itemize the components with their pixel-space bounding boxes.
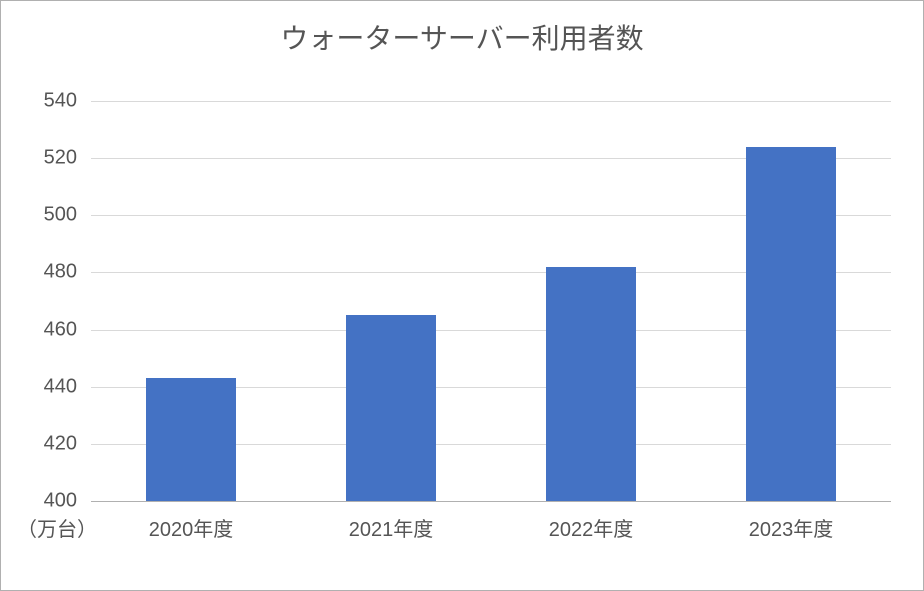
x-tick-label: 2022年度	[549, 513, 634, 542]
y-tick-label: 500	[17, 204, 77, 227]
x-tick-label: 2023年度	[749, 513, 834, 542]
x-tick-label: 2020年度	[149, 513, 234, 542]
bar	[346, 315, 436, 501]
gridline	[91, 501, 891, 502]
bar	[146, 378, 236, 501]
y-tick-label: 520	[17, 147, 77, 170]
y-tick-label: 440	[17, 375, 77, 398]
chart-title: ウォーターサーバー利用者数	[1, 17, 923, 57]
y-tick-label: 400	[17, 490, 77, 513]
gridline	[91, 101, 891, 102]
plot-area	[91, 101, 891, 501]
y-tick-label: 480	[17, 261, 77, 284]
bar	[546, 267, 636, 501]
bar	[746, 147, 836, 501]
y-tick-label: 460	[17, 318, 77, 341]
x-tick-label: 2021年度	[349, 513, 434, 542]
y-tick-label: 540	[17, 90, 77, 113]
chart-container: ウォーターサーバー利用者数 （万台） 400 420 440 460 480 500 520…	[0, 0, 924, 591]
y-tick-label: 420	[17, 432, 77, 455]
y-axis-unit-label: （万台）	[17, 513, 97, 542]
